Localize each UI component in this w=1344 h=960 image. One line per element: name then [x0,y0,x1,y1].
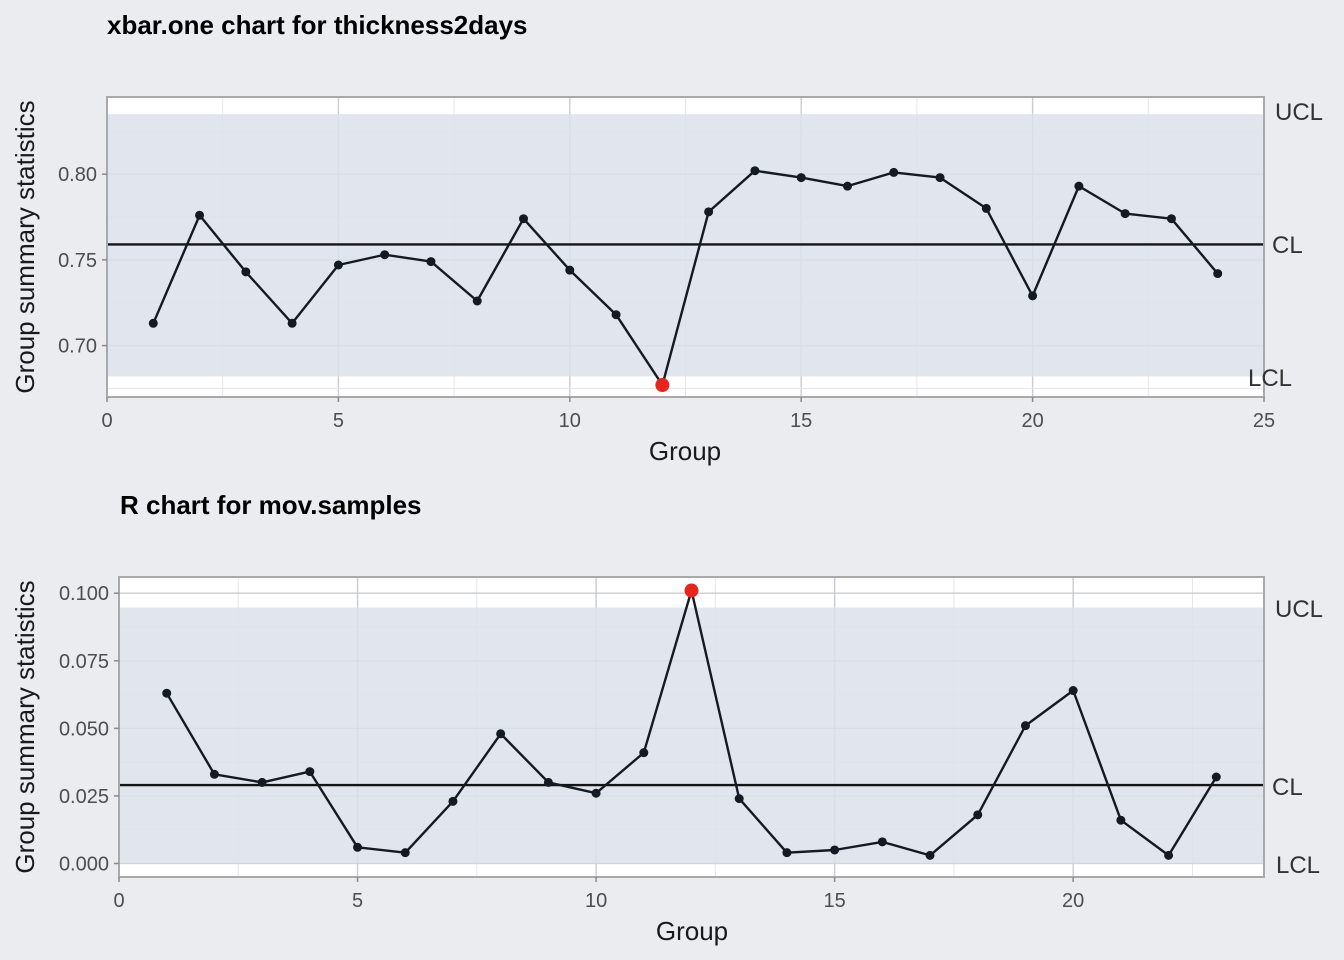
data-point [973,810,983,820]
cl-label: CL [1272,232,1303,259]
data-point [877,837,887,847]
x-tick-label: 20 [1062,890,1084,912]
x-tick-label: 15 [824,890,846,912]
data-point [565,265,575,275]
data-point [889,167,899,177]
panel-border [106,96,1265,398]
control-band [119,607,1264,864]
data-point [1020,721,1030,731]
y-axis-title: Group summary statistics [10,580,40,873]
y-tick-label: 0.75 [58,250,97,272]
x-tick-label: 5 [333,410,344,432]
data-point [543,777,553,787]
data-point [1116,815,1126,825]
y-tick-label: 0.000 [59,853,109,875]
data-point [1028,291,1038,301]
data-point [935,173,945,183]
y-tick-label: 0.075 [59,651,109,673]
data-point [353,842,363,852]
data-point [1068,686,1078,696]
ucl-label: UCL [1275,596,1323,623]
data-point [287,318,297,328]
data-point [400,848,410,858]
x-tick-label: 15 [790,410,812,432]
lcl-label: LCL [1248,365,1292,392]
data-point [1074,181,1084,191]
x-tick-label: 25 [1253,410,1275,432]
y-axis-title: Group summary statistics [10,100,40,393]
data-point [734,794,744,804]
data-point [1120,209,1130,219]
data-point [750,166,760,176]
x-tick-label: 10 [585,890,607,912]
panel-border [118,576,1265,878]
data-point [1166,214,1176,224]
data-point [162,688,172,698]
x-tick-label: 0 [101,410,112,432]
data-point [426,257,436,267]
violation-point [655,378,670,392]
data-point [981,203,991,213]
data-point [830,845,840,855]
data-point [472,296,482,306]
data-point [257,777,267,787]
data-point [380,250,390,260]
data-point [195,210,205,220]
x-tick-label: 20 [1021,410,1043,432]
data-point [842,181,852,191]
violation-point [684,583,699,598]
x-axis-title: Group [656,916,728,946]
data-point [448,796,458,806]
data-point [1164,850,1174,860]
data-point [148,318,158,328]
data-point [639,748,649,758]
x-axis-title: Group [649,436,721,466]
y-tick-label: 0.70 [58,336,97,358]
chart-title: xbar.one chart for thickness2days [107,10,528,40]
data-point [1213,269,1223,279]
data-point [782,848,792,858]
data-point [241,267,251,277]
data-point [209,769,219,779]
r-chart: 0 5 10 15 20 0.000 0.025 0.050 0.075 0.100 R chart… [10,490,1323,946]
data-point [925,850,935,860]
lcl-label: LCL [1276,852,1320,879]
y-tick-label: 0.100 [59,583,109,605]
chart-title: R chart for mov.samples [120,490,422,520]
cl-label: CL [1272,774,1303,801]
x-tick-label: 0 [113,890,124,912]
data-point [591,788,601,798]
data-point [704,207,714,217]
y-tick-label: 0.80 [58,164,97,186]
data-point [496,729,506,739]
data-point [333,260,343,270]
series-line [152,169,1219,387]
x-tick-label: 10 [559,410,581,432]
x-tick-label: 5 [352,890,363,912]
data-point [796,173,806,183]
y-tick-label: 0.050 [59,718,109,740]
y-tick-label: 0.025 [59,786,109,808]
data-point [1211,772,1221,782]
data-point [611,310,621,320]
ucl-label: UCL [1275,99,1323,126]
xbar-chart: 0 5 10 15 20 25 0.70 0.75 0.80 xbar.one chart for… [10,10,1323,466]
data-point [305,767,315,777]
data-point [519,214,529,224]
